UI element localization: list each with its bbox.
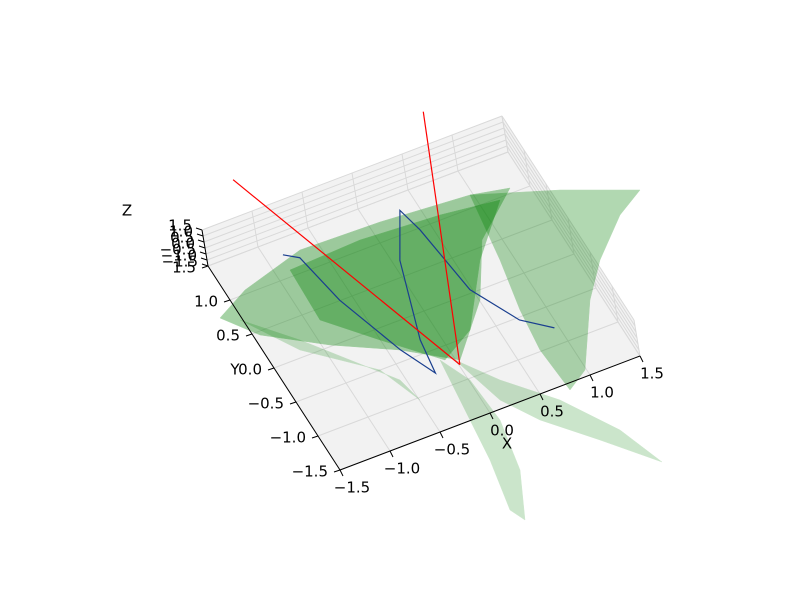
grid-line (507, 151, 641, 357)
y-tick-label: 1.5 (172, 259, 196, 277)
z-tick (198, 245, 206, 249)
z-tick (200, 257, 208, 261)
grid-line (203, 127, 505, 243)
x-tick-label: −0.5 (434, 441, 470, 459)
z-tick (195, 227, 203, 231)
y-tick (333, 469, 341, 473)
y-tick (223, 299, 231, 303)
x-tick-label: −1.0 (384, 460, 420, 478)
z-tick (201, 263, 209, 267)
grid-line (202, 121, 504, 237)
x-tick (589, 374, 594, 382)
grid-line (204, 133, 506, 249)
y-tick (289, 401, 297, 405)
x-axis-line (339, 355, 641, 471)
z-tick-label: −0.5 (160, 241, 196, 259)
z-axis-line (201, 229, 209, 267)
x-tick (639, 355, 644, 363)
y-tick (245, 333, 253, 337)
ticks: −1.5−1.0−0.50.00.51.01.5−1.5−1.0−0.50.00… (160, 217, 664, 497)
z-tick-label: −1.5 (162, 253, 198, 271)
lines (232, 111, 555, 375)
surface-patch (219, 187, 511, 361)
x-axis-label: X (502, 435, 512, 453)
y-tick (267, 367, 275, 371)
x-tick-label: 0.0 (490, 422, 514, 440)
z-tick (197, 239, 205, 243)
grid-line (503, 127, 637, 333)
grid-line (501, 115, 635, 321)
z-tick-label: 1.0 (169, 223, 193, 241)
z-tick-label: −1.0 (161, 247, 197, 265)
z-tick-label: 0.5 (170, 229, 194, 247)
x-tick-label: −1.5 (334, 479, 370, 497)
grid-line (273, 253, 575, 369)
y-tick (311, 435, 319, 439)
x-tick-label: 1.5 (640, 365, 664, 383)
y-tick-label: 1.0 (194, 293, 218, 311)
grid (201, 115, 641, 471)
surface-patch (454, 359, 663, 463)
y-tick-label: −1.0 (270, 429, 306, 447)
surface-patch (239, 319, 421, 401)
grid-line (317, 321, 619, 437)
grid-line (206, 145, 508, 261)
x-tick-label: 0.5 (540, 403, 564, 421)
y-tick-label: 0.5 (216, 327, 240, 345)
y-axis-line (207, 265, 341, 471)
grid-line (251, 219, 553, 335)
z-tick-label: 0.0 (171, 235, 195, 253)
x-tick (489, 412, 494, 420)
grid-line (506, 145, 640, 351)
line-3d (232, 179, 461, 366)
surface-patch (469, 189, 641, 391)
grid-line (295, 287, 597, 403)
x-tick (389, 450, 394, 458)
grid-line (229, 185, 531, 301)
z-axis-label: Z (122, 202, 132, 220)
x-tick (339, 469, 344, 477)
grid-line (201, 115, 503, 231)
z-tick (196, 233, 204, 237)
surface-patch (439, 359, 526, 521)
y-tick (201, 265, 209, 269)
grid-line (504, 133, 638, 339)
x-tick-label: 1.0 (590, 384, 614, 402)
grid-line (207, 151, 509, 267)
surface (219, 187, 663, 521)
grid-line (502, 121, 636, 327)
line-3d (422, 111, 461, 365)
z-tick-label: 1.5 (168, 217, 192, 235)
z-tick (199, 251, 207, 255)
grid-line (505, 139, 639, 345)
x-tick (439, 431, 444, 439)
y-tick-label: 0.0 (238, 361, 262, 379)
y-axis-label: Y (229, 361, 240, 379)
y-tick-label: −0.5 (248, 395, 284, 413)
line-3d (282, 208, 555, 375)
x-tick (539, 393, 544, 401)
grid-line (205, 139, 507, 255)
y-tick-label: −1.5 (292, 463, 328, 481)
